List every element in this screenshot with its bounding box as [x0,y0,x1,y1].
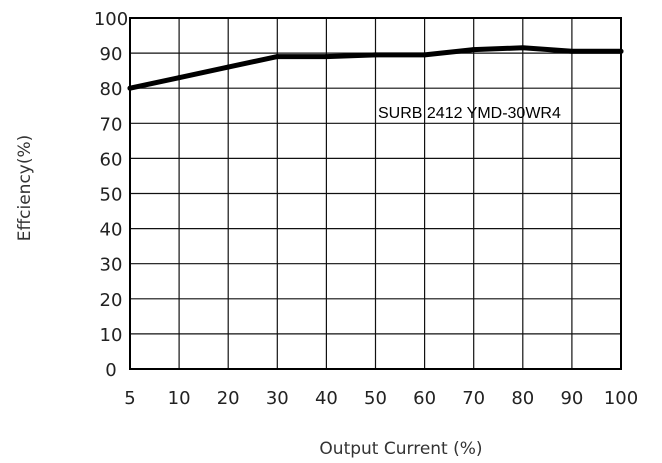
data-point-70 [471,47,477,53]
x-tick-label-90: 90 [560,388,583,409]
y-tick-label-20: 20 [100,290,123,311]
x-tick-label-50: 50 [364,388,387,409]
y-tick-label-40: 40 [100,220,123,241]
y-tick-label-10: 10 [100,325,123,346]
data-point-10 [176,75,182,81]
x-tick-label-20: 20 [217,388,240,409]
y-tick-label-80: 80 [100,79,123,100]
y-tick-label-30: 30 [100,255,123,276]
data-point-40 [323,54,329,60]
x-tick-label-10: 10 [168,388,191,409]
data-point-60 [422,52,428,58]
x-tick-label-60: 60 [413,388,436,409]
data-point-5 [127,85,133,91]
y-tick-label-50: 50 [100,185,123,206]
x-tick-label-100: 100 [604,388,638,409]
data-point-20 [225,64,231,70]
x-tick-labels: 5 10 20 30 40 50 60 70 80 90 100 [124,388,638,409]
series-annotation: SURB 2412 YMD-30WR4 [378,105,561,122]
y-tick-label-70: 70 [100,114,123,135]
x-tick-label-40: 40 [315,388,338,409]
data-point-100 [618,48,624,54]
x-tick-label-30: 30 [266,388,289,409]
y-tick-label-60: 60 [100,149,123,170]
data-point-90 [569,48,575,54]
y-tick-labels: 0 10 20 30 40 50 60 70 80 90 100 [94,9,128,381]
data-point-50 [373,52,378,58]
x-tick-label-80: 80 [511,388,534,409]
y-tick-label-100: 100 [94,9,128,30]
series-group [127,45,624,91]
plot-frame [129,17,622,370]
y-axis-title: Effciency(%) [15,135,35,242]
data-point-30 [274,54,280,60]
x-tick-label-5: 5 [124,388,135,409]
data-point-80 [520,45,526,51]
y-tick-label-0: 0 [105,360,116,381]
y-tick-label-90: 90 [100,44,123,65]
x-tick-label-70: 70 [462,388,485,409]
x-axis-title: Output Current (%) [319,439,482,459]
